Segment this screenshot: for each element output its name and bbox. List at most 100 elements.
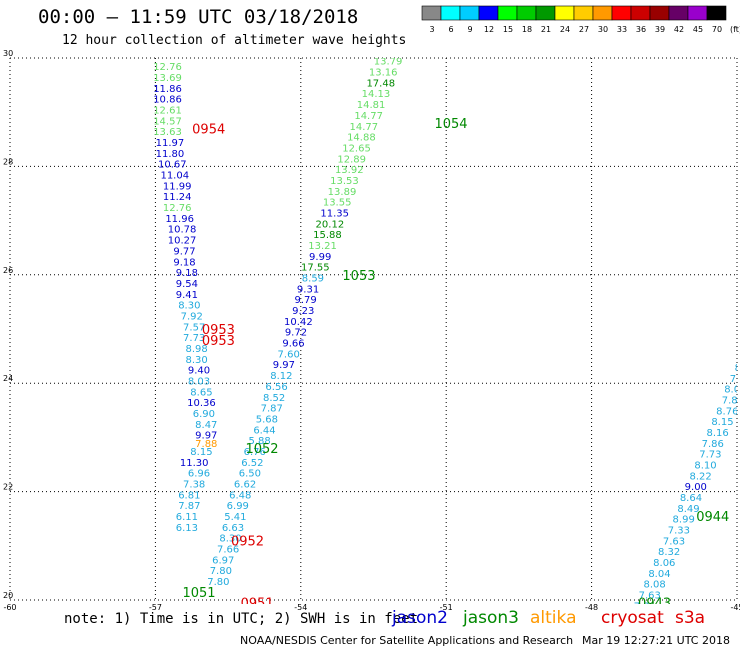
wave-height-label: 6.76 bbox=[244, 447, 266, 458]
legend-s3a: s3a bbox=[675, 608, 706, 628]
wave-height-label: 8.65 bbox=[190, 387, 212, 398]
wave-height-label: 9.77 bbox=[173, 246, 195, 257]
wave-height-label: 7. bbox=[730, 374, 740, 385]
wave-height-label: 12.61 bbox=[153, 105, 182, 116]
wave-height-label: 9.97 bbox=[273, 360, 295, 371]
wave-height-label: 13.92 bbox=[335, 165, 364, 176]
wave-height-label: 7.88 bbox=[195, 439, 217, 450]
wave-height-label: 8.49 bbox=[677, 504, 699, 515]
pass-time-label: 0952 bbox=[231, 534, 264, 549]
colorbar-label: 36 bbox=[636, 25, 646, 34]
wave-height-label: 10.42 bbox=[284, 317, 313, 328]
wave-height-label: 9.54 bbox=[176, 279, 198, 290]
wave-height-label: 11.04 bbox=[160, 171, 189, 182]
wave-height-label: 9.66 bbox=[282, 339, 304, 350]
wave-height-label: 8.08 bbox=[643, 580, 665, 591]
wave-height-label: 5.41 bbox=[224, 512, 246, 523]
wave-height-label: 8.30 bbox=[185, 355, 207, 366]
pass-time-label: 0953 bbox=[202, 323, 235, 338]
wave-height-label: 6.11 bbox=[176, 512, 198, 523]
x-tick-label: -54 bbox=[294, 603, 307, 612]
pass-time-label: 1053 bbox=[342, 269, 375, 284]
wave-height-label: 7.66 bbox=[217, 545, 239, 556]
wave-height-label: 8.22 bbox=[690, 471, 712, 482]
wave-height-label: 6.97 bbox=[212, 555, 234, 566]
legend-jason2: jason2 bbox=[392, 608, 448, 628]
wave-height-label: 8.47 bbox=[195, 420, 217, 431]
wave-height-label: 7.38 bbox=[183, 479, 205, 490]
legend-altika: altika bbox=[530, 608, 577, 628]
footer-timestamp: Mar 19 12:27:21 UTC 2018 bbox=[582, 634, 730, 647]
wave-height-label: 8.10 bbox=[694, 461, 716, 472]
wave-height-label: 13.79 bbox=[374, 57, 403, 68]
wave-height-label: 8.15 bbox=[711, 417, 733, 428]
colorbar-label: 9 bbox=[467, 25, 472, 34]
wave-height-label: 8.52 bbox=[263, 393, 285, 404]
wave-height-label: 17.48 bbox=[366, 78, 395, 89]
wave-height-label: 14.57 bbox=[153, 116, 182, 127]
wave-height-label: 13.53 bbox=[330, 176, 359, 187]
wave-height-label: 12.65 bbox=[342, 143, 371, 154]
pass-time-label: 0954 bbox=[192, 122, 225, 137]
wave-height-label: 11.30 bbox=[180, 458, 209, 469]
y-tick-label: 30 bbox=[3, 49, 13, 58]
wave-height-label: 15.88 bbox=[313, 230, 342, 241]
wave-height-label: 7.73 bbox=[699, 450, 721, 461]
legend-cryosat: cryosat bbox=[601, 608, 664, 628]
wave-height-label: 8.06 bbox=[653, 558, 675, 569]
wave-height-label: 14.77 bbox=[349, 122, 378, 133]
wave-height-label: 12.76 bbox=[153, 62, 182, 73]
wave-height-label: 8.98 bbox=[185, 344, 207, 355]
pass-time-label: 1052 bbox=[245, 442, 278, 457]
wave-height-label: 8.04 bbox=[648, 569, 670, 580]
colorbar-label: 21 bbox=[541, 25, 551, 34]
wave-height-label: 8.32 bbox=[658, 547, 680, 558]
wave-height-label: 14.88 bbox=[347, 133, 376, 144]
wave-height-label: 5.68 bbox=[256, 414, 278, 425]
wave-height-label: 11.80 bbox=[156, 149, 185, 160]
wave-height-label: 7.92 bbox=[181, 311, 203, 322]
colorbar-label: 24 bbox=[560, 25, 570, 34]
x-tick-label: -57 bbox=[149, 603, 162, 612]
wave-height-label: 6.44 bbox=[253, 425, 275, 436]
wave-height-label: 7.87 bbox=[261, 404, 283, 415]
wave-height-label: 7.87 bbox=[178, 501, 200, 512]
wave-height-label: 12.76 bbox=[163, 203, 192, 214]
colorbar-label: 27 bbox=[579, 25, 589, 34]
colorbar-label: 39 bbox=[655, 25, 665, 34]
y-tick-label: 28 bbox=[3, 157, 13, 166]
wave-height-label: 14.13 bbox=[362, 89, 391, 100]
wave-height-label: 8.16 bbox=[706, 428, 728, 439]
wave-height-label: 8.99 bbox=[673, 515, 695, 526]
wave-height-label: 6.96 bbox=[188, 469, 210, 480]
wave-height-label: 8.64 bbox=[680, 493, 702, 504]
footer-credit: NOAA/NESDIS Center for Satellite Applica… bbox=[240, 634, 574, 647]
wave-height-label: 13.21 bbox=[308, 241, 337, 252]
wave-height-label: 11.86 bbox=[153, 84, 182, 95]
wave-height-label: 9.23 bbox=[292, 306, 314, 317]
y-tick-label: 20 bbox=[3, 591, 13, 600]
wave-height-label: 13.69 bbox=[153, 73, 182, 84]
wave-height-label: 13.89 bbox=[328, 187, 357, 198]
wave-height-label: 7.57 bbox=[183, 322, 205, 333]
x-tick-label: -60 bbox=[3, 603, 16, 612]
wave-height-label: 10.27 bbox=[168, 236, 197, 247]
wave-height-label: 13.63 bbox=[153, 127, 182, 138]
wave-height-label: 7.80 bbox=[210, 566, 232, 577]
wave-height-label: 11.99 bbox=[163, 181, 192, 192]
wave-height-label: 6.81 bbox=[178, 490, 200, 501]
wave-height-label: 11.35 bbox=[320, 208, 349, 219]
wave-height-label: 9.31 bbox=[297, 284, 319, 295]
colorbar-label: 30 bbox=[598, 25, 608, 34]
wave-height-label: 7.60 bbox=[278, 349, 300, 360]
wave-height-label: 7.63 bbox=[639, 591, 661, 602]
colorbar-label: 42 bbox=[674, 25, 684, 34]
colorbar-label: 12 bbox=[484, 25, 494, 34]
wave-height-label: 8.15 bbox=[190, 447, 212, 458]
pass-time-label: 1054 bbox=[434, 117, 467, 132]
wave-height-label: 7.63 bbox=[663, 536, 685, 547]
wave-height-label: 8. bbox=[735, 363, 740, 374]
wave-height-label: 7.8 bbox=[722, 395, 738, 406]
